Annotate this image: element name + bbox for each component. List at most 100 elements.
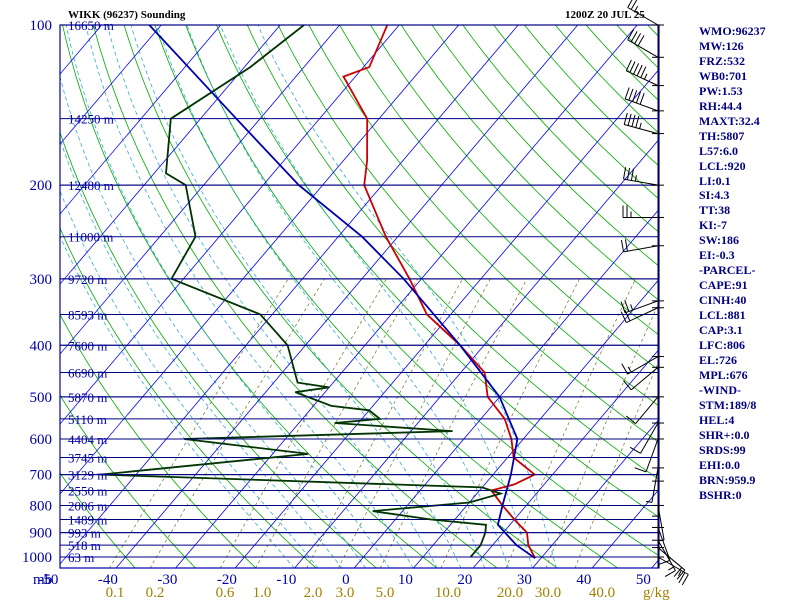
isotherm: [294, 138, 659, 568]
index-item: TT:38: [699, 203, 731, 218]
wind-barb: [623, 366, 664, 391]
mixing-ratio-line: [109, 278, 289, 568]
height-label: 14250 m: [68, 112, 114, 127]
temp-tick-label: 0: [342, 572, 350, 588]
wind-barb: [629, 422, 664, 454]
index-item: HEL:4: [699, 412, 735, 427]
dry-adiabat: [308, 25, 659, 407]
pressure-tick-label: 900: [30, 526, 53, 542]
wind-barb: [634, 438, 664, 473]
index-item: LCL:920: [699, 158, 746, 173]
index-item: LFC:806: [699, 338, 745, 353]
index-item: -WIND-: [699, 382, 741, 397]
index-item: WB0:701: [699, 68, 747, 83]
height-label: 9720 m: [68, 272, 107, 287]
height-label: 2006 m: [68, 498, 107, 513]
mixing-ratio-label: 20.0: [497, 585, 523, 600]
dry-adiabat: [216, 25, 659, 518]
series-line-1: [100, 25, 504, 558]
pressure-tick-label: 100: [30, 18, 53, 34]
mixing-ratio-line: [574, 359, 659, 568]
dry-adiabat: [370, 25, 659, 336]
index-item: PW:1.53: [699, 83, 743, 98]
moist-adiabat: [65, 25, 390, 568]
dry-adiabat: [154, 25, 619, 568]
height-label: 5110 m: [68, 412, 107, 427]
height-label: 5870 m: [68, 390, 107, 405]
index-item: LI:0.1: [699, 173, 731, 188]
dry-adiabat: [585, 25, 659, 102]
index-item: CINH:40: [699, 293, 747, 308]
mixing-ratio-line: [545, 301, 659, 568]
temp-tick-label: 50: [636, 572, 651, 588]
mixing-ratio-label: 30.0: [535, 585, 561, 600]
wind-barb: [620, 307, 664, 323]
index-item: KI:-7: [699, 218, 727, 233]
mixing-ratio-line: [505, 278, 636, 568]
index-item: BSHR:0: [699, 487, 742, 502]
index-item: SW:186: [699, 233, 740, 248]
wind-barb: [622, 205, 664, 218]
mixing-ratio-label: 0.1: [106, 585, 125, 600]
wind-barb: [652, 480, 664, 517]
station-title: WIKK (96237) Sounding: [68, 9, 186, 21]
dry-adiabat: [60, 227, 317, 568]
wind-barb: [652, 539, 676, 577]
wind-barb: [627, 29, 664, 58]
isotherm: [591, 488, 659, 568]
wind-barb: [624, 87, 664, 112]
index-item: L57:6.0: [699, 143, 738, 158]
pressure-tick-label: 500: [30, 390, 53, 406]
isotherm: [60, 25, 222, 215]
height-label: 12480 m: [68, 178, 114, 193]
mixing-ratio-unit: g/kg: [643, 585, 670, 600]
dry-adiabat: [123, 25, 559, 568]
height-label: 3129 m: [68, 468, 107, 483]
isotherm: [60, 25, 162, 145]
mixing-ratio-label: 40.0: [589, 585, 615, 600]
moist-adiabat: [257, 25, 557, 568]
index-item: BRN:959.9: [699, 472, 756, 487]
index-item: -PARCEL-: [699, 263, 756, 278]
wind-barb: [627, 0, 664, 26]
height-label: 3745 m: [68, 450, 107, 465]
height-label: 2550 m: [68, 484, 107, 499]
isotherm: [234, 68, 659, 568]
dry-adiabat: [277, 25, 659, 443]
sounding-time: 1200Z 20 JUL 25: [565, 9, 645, 21]
isotherm: [353, 208, 659, 568]
moist-adiabat: [106, 25, 438, 568]
isotherm: [175, 25, 638, 568]
temp-tick-label: -20: [217, 572, 237, 588]
index-item: EI:-0.3: [699, 248, 735, 263]
height-label: 16650 m: [68, 18, 114, 33]
index-item: RH:44.4: [699, 98, 742, 113]
wind-barb: [623, 167, 664, 186]
mixing-ratio-label: 2.0: [304, 585, 323, 600]
wind-barb: [620, 239, 664, 253]
height-label: 7600 m: [68, 338, 107, 353]
index-item: CAPE:91: [699, 278, 748, 293]
dry-adiabat: [92, 25, 498, 568]
pressure-tick-label: 400: [30, 338, 53, 354]
index-item: WMO:96237: [699, 24, 766, 38]
pressure-tick-label: 700: [30, 468, 53, 484]
mixing-ratio-label: 3.0: [336, 585, 355, 600]
mixing-ratio-label: 5.0: [376, 585, 395, 600]
isotherm: [60, 25, 519, 565]
moist-adiabat: [60, 234, 295, 568]
height-label: 11000 m: [68, 230, 113, 245]
index-item: EHI:0.0: [699, 457, 741, 472]
isotherm: [60, 25, 281, 285]
wind-barb: [652, 526, 671, 565]
index-item: TH:5807: [699, 128, 745, 143]
series-line-0: [342, 25, 537, 559]
mixing-ratio-label: 10.0: [435, 585, 461, 600]
dry-adiabat: [60, 472, 136, 568]
height-label: 518 m: [68, 538, 101, 553]
dry-adiabat: [60, 394, 196, 568]
height-label: 993 m: [68, 526, 101, 541]
index-item: CAP:3.1: [699, 323, 743, 338]
